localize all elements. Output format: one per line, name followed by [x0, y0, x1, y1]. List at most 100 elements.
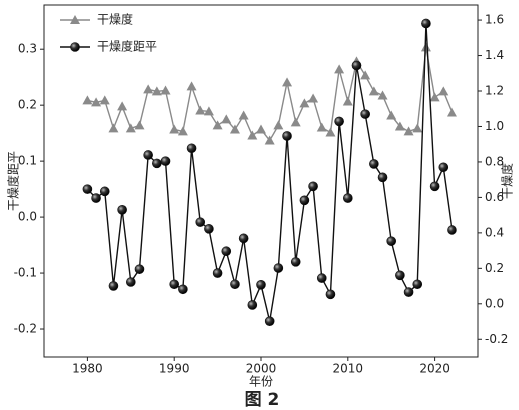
- y-tick-label: -0.1: [14, 266, 37, 280]
- y-tick-label: 0.0: [18, 210, 37, 224]
- data-point: [134, 264, 145, 274]
- y2-tick-label: 0.0: [485, 296, 504, 310]
- data-point: [403, 126, 414, 136]
- data-point: [369, 159, 379, 169]
- data-point: [273, 263, 284, 273]
- data-point: [125, 123, 136, 133]
- data-point: [386, 236, 397, 246]
- y-axis-label: 干燥度距平: [6, 151, 21, 211]
- data-point: [447, 225, 457, 235]
- data-point: [308, 181, 318, 192]
- data-point: [360, 109, 370, 119]
- data-point: [203, 106, 214, 116]
- y2-tick-label: 0.8: [485, 154, 504, 168]
- y2-axis-label: 干燥度: [500, 163, 515, 199]
- data-point: [256, 280, 266, 290]
- data-point: [117, 205, 127, 215]
- data-point: [421, 18, 431, 29]
- data-point: [377, 90, 388, 100]
- data-point: [82, 95, 93, 105]
- data-point: [91, 193, 101, 203]
- data-point: [342, 96, 353, 106]
- data-point: [412, 279, 423, 290]
- data-point: [221, 114, 232, 124]
- data-point: [403, 287, 414, 297]
- data-point: [429, 181, 440, 192]
- data-point: [178, 284, 188, 295]
- legend-marker: [70, 15, 80, 24]
- data-point: [108, 281, 119, 291]
- y2-tick-label: 0.4: [485, 225, 504, 239]
- data-point: [308, 93, 319, 103]
- data-point: [247, 130, 258, 140]
- data-point: [247, 300, 258, 310]
- y-tick-label: 0.2: [18, 98, 37, 112]
- y-tick-label: -0.2: [14, 322, 37, 336]
- y-tick-label: 0.1: [18, 154, 37, 168]
- data-point: [264, 316, 275, 326]
- data-point: [143, 84, 154, 94]
- x-tick-label: 2010: [333, 362, 364, 376]
- data-point: [134, 120, 145, 130]
- data-point: [229, 124, 240, 134]
- data-point: [151, 86, 162, 96]
- data-point: [117, 101, 128, 111]
- data-point: [429, 92, 440, 102]
- data-point: [256, 124, 266, 134]
- y2-tick-label: 1.4: [485, 48, 504, 62]
- y2-tick-label: 0.2: [485, 261, 504, 275]
- data-point: [108, 123, 119, 133]
- data-point: [334, 116, 344, 127]
- data-point: [282, 77, 293, 87]
- data-point: [412, 123, 423, 133]
- data-point: [221, 246, 232, 257]
- data-point: [169, 279, 179, 290]
- figure-caption: 图 2: [245, 390, 280, 410]
- x-tick-label: 2020: [419, 362, 450, 376]
- y2-tick-label: -0.2: [485, 332, 508, 346]
- data-point: [212, 120, 223, 130]
- data-point: [152, 158, 162, 169]
- data-point: [325, 127, 336, 137]
- data-point: [186, 143, 197, 154]
- plot-frame: [43, 4, 479, 358]
- data-point: [99, 186, 110, 197]
- data-point: [394, 121, 405, 131]
- data-point: [143, 150, 153, 160]
- data-point: [230, 279, 240, 290]
- data-point: [91, 97, 102, 107]
- x-axis-label: 年份: [249, 375, 273, 389]
- data-point: [395, 270, 405, 281]
- data-point: [446, 107, 457, 117]
- data-point: [290, 257, 301, 267]
- y2-tick-label: 0.6: [485, 190, 504, 204]
- legend-marker: [70, 42, 80, 52]
- data-point: [195, 105, 206, 115]
- data-point: [360, 70, 371, 80]
- data-point: [238, 110, 249, 120]
- data-point: [386, 110, 397, 120]
- data-point: [325, 289, 336, 300]
- data-point: [334, 64, 345, 74]
- x-tick-label: 1980: [72, 362, 103, 376]
- data-point: [377, 172, 388, 183]
- data-point: [273, 120, 284, 130]
- data-point: [186, 81, 197, 91]
- data-point: [316, 273, 327, 283]
- data-point: [282, 131, 292, 141]
- data-point: [177, 126, 188, 136]
- legend-label: 干燥度: [97, 12, 133, 27]
- data-point: [438, 86, 449, 96]
- y-tick-label: 0.3: [18, 42, 37, 56]
- data-point: [299, 98, 310, 108]
- data-point: [160, 156, 171, 166]
- data-point: [420, 42, 431, 52]
- data-point: [316, 122, 327, 132]
- data-point: [126, 277, 136, 287]
- data-point: [238, 233, 249, 244]
- x-tick-label: 2000: [246, 362, 277, 376]
- y2-tick-label: 1.0: [485, 119, 504, 133]
- data-point: [204, 224, 214, 234]
